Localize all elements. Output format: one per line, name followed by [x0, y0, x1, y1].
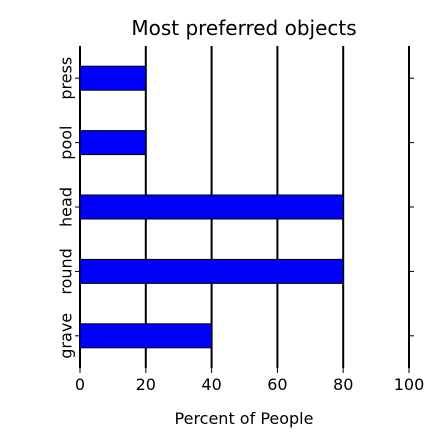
bar-head [79, 194, 344, 220]
bar-pool [79, 130, 147, 156]
x-tick-label-1: 20 [136, 375, 156, 394]
bars [79, 65, 344, 349]
x-tick-label-5: 100 [394, 375, 425, 394]
x-tick-label-2: 40 [201, 375, 221, 394]
bar-grave [79, 323, 213, 349]
y-tick-labels: grave round head pool press [57, 57, 414, 359]
y-tick-label-round: round [57, 248, 76, 294]
chart-title: Most preferred objects [131, 16, 356, 40]
x-tick-label-4: 80 [333, 375, 353, 394]
x-tick-label-3: 60 [267, 375, 287, 394]
x-axis-label: Percent of People [175, 409, 314, 428]
y-tick-label-pool: pool [57, 126, 76, 160]
x-tick-labels: 0 20 40 60 80 100 [75, 375, 424, 394]
y-tick-label-grave: grave [57, 313, 76, 359]
y-tick-label-press: press [57, 57, 76, 100]
x-tick-label-0: 0 [75, 375, 85, 394]
bar-press [79, 65, 147, 91]
bar-round [79, 258, 344, 284]
y-tick-label-head: head [57, 187, 76, 227]
